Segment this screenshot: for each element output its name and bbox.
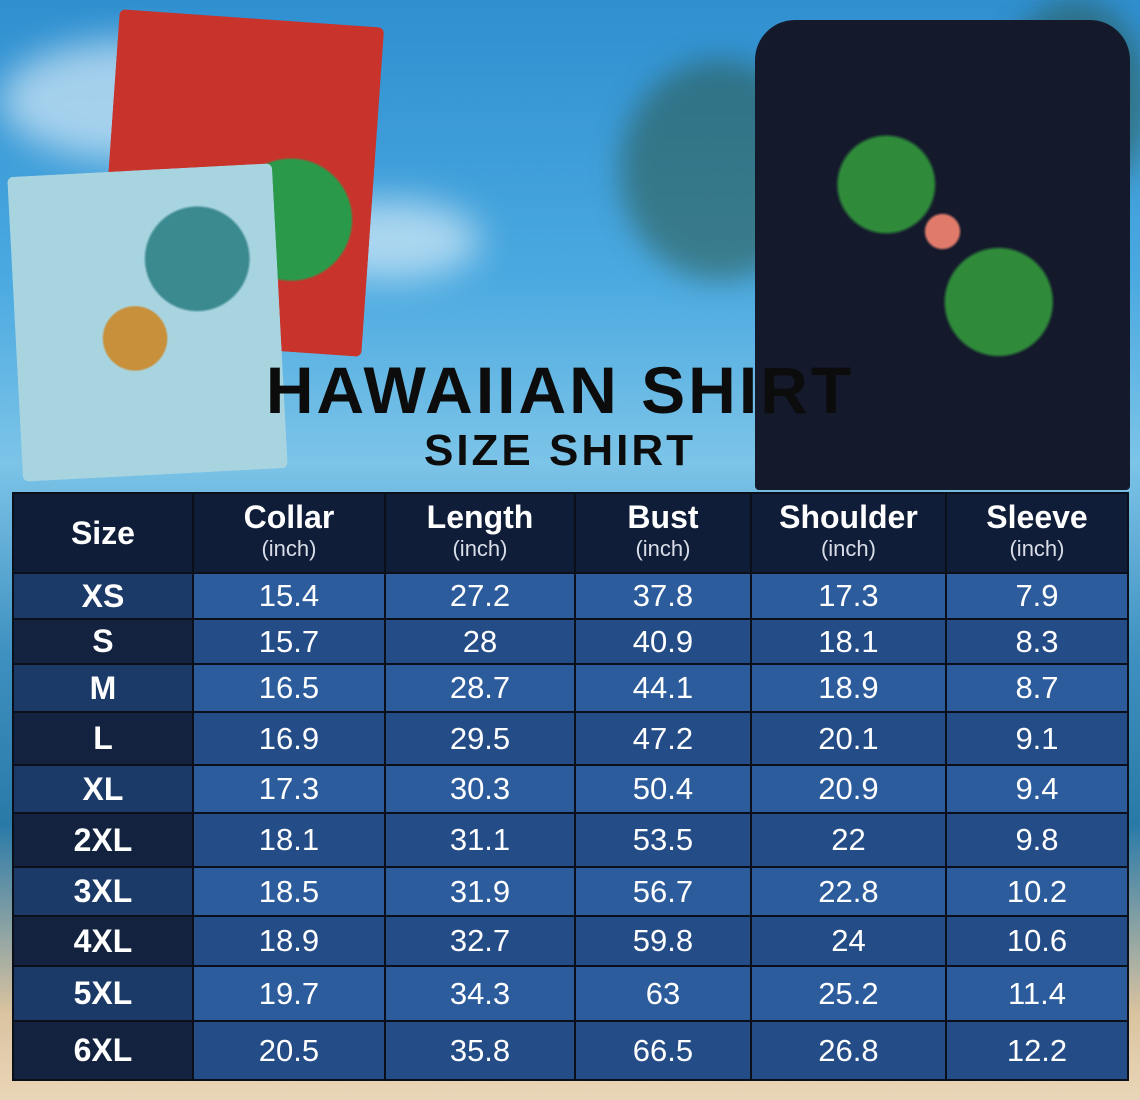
size-cell: 2XL — [14, 814, 192, 866]
column-label: Length — [426, 499, 534, 535]
table-row: XS 15.4 27.2 37.8 17.3 7.9 — [14, 574, 1127, 618]
value-cell: 7.9 — [947, 574, 1127, 618]
table-row: 4XL 18.9 32.7 59.8 24 10.6 — [14, 917, 1127, 965]
value-cell: 26.8 — [751, 1022, 945, 1079]
table-header-row: Size Collar (inch) Length (inch) Bust (inch) Sh… — [14, 494, 1127, 572]
page-title: HAWAIIAN SHIRT — [265, 353, 855, 427]
value-cell: 28 — [385, 620, 575, 663]
size-cell: M — [14, 665, 192, 711]
column-header-length: Length (inch) — [385, 494, 575, 572]
size-cell: 3XL — [14, 868, 192, 915]
column-header-shoulder: Shoulder (inch) — [751, 494, 945, 572]
value-cell: 22 — [751, 814, 945, 866]
size-cell: 4XL — [14, 917, 192, 965]
table-row: S 15.7 28 40.9 18.1 8.3 — [14, 620, 1127, 663]
value-cell: 31.1 — [385, 814, 575, 866]
column-unit: (inch) — [635, 536, 691, 561]
column-header-sleeve: Sleeve (inch) — [947, 494, 1127, 572]
column-unit: (inch) — [1009, 536, 1065, 561]
column-header-bust: Bust (inch) — [576, 494, 750, 572]
size-chart-table: Size Collar (inch) Length (inch) Bust (inch) Sh… — [12, 492, 1129, 1081]
value-cell: 17.3 — [193, 766, 384, 812]
value-cell: 10.6 — [947, 917, 1127, 965]
value-cell: 20.5 — [193, 1022, 384, 1079]
value-cell: 18.1 — [193, 814, 384, 866]
column-unit: (inch) — [820, 536, 876, 561]
value-cell: 15.4 — [193, 574, 384, 618]
size-cell: XL — [14, 766, 192, 812]
table-row: 2XL 18.1 31.1 53.5 22 9.8 — [14, 814, 1127, 866]
value-cell: 59.8 — [576, 917, 750, 965]
table-row: 3XL 18.5 31.9 56.7 22.8 10.2 — [14, 868, 1127, 915]
column-unit: (inch) — [452, 536, 508, 561]
size-cell: 6XL — [14, 1022, 192, 1079]
value-cell: 18.9 — [751, 665, 945, 711]
column-label: Bust — [627, 499, 699, 535]
value-cell: 16.5 — [193, 665, 384, 711]
value-cell: 66.5 — [576, 1022, 750, 1079]
value-cell: 18.1 — [751, 620, 945, 663]
table-row: L 16.9 29.5 47.2 20.1 9.1 — [14, 713, 1127, 764]
value-cell: 30.3 — [385, 766, 575, 812]
value-cell: 19.7 — [193, 967, 384, 1020]
value-cell: 40.9 — [576, 620, 750, 663]
column-label: Shoulder — [779, 499, 918, 535]
table-row: M 16.5 28.7 44.1 18.9 8.7 — [14, 665, 1127, 711]
table-row: XL 17.3 30.3 50.4 20.9 9.4 — [14, 766, 1127, 812]
value-cell: 63 — [576, 967, 750, 1020]
value-cell: 24 — [751, 917, 945, 965]
value-cell: 53.5 — [576, 814, 750, 866]
value-cell: 18.5 — [193, 868, 384, 915]
page-subtitle: SIZE SHIRT — [423, 426, 697, 475]
value-cell: 18.9 — [193, 917, 384, 965]
value-cell: 20.1 — [751, 713, 945, 764]
value-cell: 27.2 — [385, 574, 575, 618]
value-cell: 9.1 — [947, 713, 1127, 764]
value-cell: 22.8 — [751, 868, 945, 915]
model-flamingo-shirt-image — [755, 20, 1130, 490]
value-cell: 37.8 — [576, 574, 750, 618]
value-cell: 32.7 — [385, 917, 575, 965]
value-cell: 8.7 — [947, 665, 1127, 711]
value-cell: 50.4 — [576, 766, 750, 812]
value-cell: 20.9 — [751, 766, 945, 812]
value-cell: 56.7 — [576, 868, 750, 915]
value-cell: 47.2 — [576, 713, 750, 764]
value-cell: 17.3 — [751, 574, 945, 618]
column-header-size: Size — [14, 494, 192, 572]
value-cell: 35.8 — [385, 1022, 575, 1079]
value-cell: 12.2 — [947, 1022, 1127, 1079]
column-unit: (inch) — [261, 536, 317, 561]
value-cell: 34.3 — [385, 967, 575, 1020]
size-cell: 5XL — [14, 967, 192, 1020]
value-cell: 31.9 — [385, 868, 575, 915]
size-cell: XS — [14, 574, 192, 618]
value-cell: 8.3 — [947, 620, 1127, 663]
value-cell: 11.4 — [947, 967, 1127, 1020]
value-cell: 44.1 — [576, 665, 750, 711]
table-row: 6XL 20.5 35.8 66.5 26.8 12.2 — [14, 1022, 1127, 1079]
column-label: Size — [70, 515, 135, 551]
value-cell: 28.7 — [385, 665, 575, 711]
column-header-collar: Collar (inch) — [193, 494, 384, 572]
column-label: Sleeve — [986, 499, 1088, 535]
table-row: 5XL 19.7 34.3 63 25.2 11.4 — [14, 967, 1127, 1020]
value-cell: 9.4 — [947, 766, 1127, 812]
value-cell: 25.2 — [751, 967, 945, 1020]
value-cell: 10.2 — [947, 868, 1127, 915]
value-cell: 9.8 — [947, 814, 1127, 866]
value-cell: 16.9 — [193, 713, 384, 764]
size-cell: S — [14, 620, 192, 663]
size-cell: L — [14, 713, 192, 764]
column-label: Collar — [243, 499, 335, 535]
value-cell: 15.7 — [193, 620, 384, 663]
value-cell: 29.5 — [385, 713, 575, 764]
